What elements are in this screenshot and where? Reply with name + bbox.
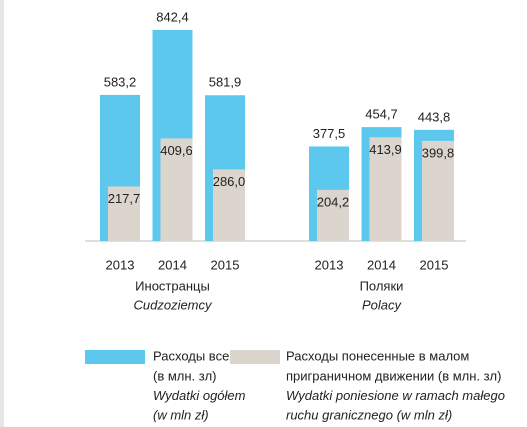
group-label: Поляки <box>360 278 404 293</box>
legend-label: (w mln zł) <box>153 407 209 422</box>
data-label: 842,4 <box>156 9 189 24</box>
bar <box>317 189 349 241</box>
data-label: 413,9 <box>369 142 402 157</box>
data-label: 286,0 <box>213 174 246 189</box>
left-strip <box>0 0 4 427</box>
data-label: 454,7 <box>365 107 398 122</box>
x-tick-label: 2015 <box>420 257 449 272</box>
legend-swatch <box>230 350 280 364</box>
data-label: 583,2 <box>104 74 137 89</box>
data-label: 399,8 <box>422 145 455 160</box>
legend-label: Wydatki poniesione w ramach małego <box>286 388 505 403</box>
x-tick-label: 2014 <box>158 257 187 272</box>
legend-swatch <box>85 350 145 364</box>
data-label: 217,7 <box>108 191 141 206</box>
bar <box>369 137 402 241</box>
legend-label: ruchu granicznego (w mln zł) <box>286 407 452 422</box>
bar <box>160 138 193 241</box>
x-tick-label: 2015 <box>211 257 240 272</box>
data-label: 409,6 <box>160 143 193 158</box>
x-tick-label: 2013 <box>106 257 135 272</box>
legend-label: Расходы всего <box>153 348 241 363</box>
data-label: 581,9 <box>209 75 242 90</box>
legend-label: Расходы понесенные в малом <box>286 348 469 363</box>
x-tick-label: 2014 <box>367 257 396 272</box>
x-tick-label: 2013 <box>315 257 344 272</box>
bar <box>108 186 140 241</box>
group-label-pl: Polacy <box>362 297 403 312</box>
group-label-pl: Cudzoziemcy <box>133 297 213 312</box>
bar <box>422 140 454 241</box>
bar <box>213 169 245 241</box>
data-label: 377,5 <box>313 126 346 141</box>
legend-label: (в млн. зл) <box>153 368 217 383</box>
legend-label: приграничном движении (в млн. зл) <box>286 368 501 383</box>
group-label: Иностранцы <box>135 278 210 293</box>
data-label: 204,2 <box>317 194 350 209</box>
legend-label: Wydatki ogółem <box>153 388 246 403</box>
data-label: 443,8 <box>418 109 451 124</box>
